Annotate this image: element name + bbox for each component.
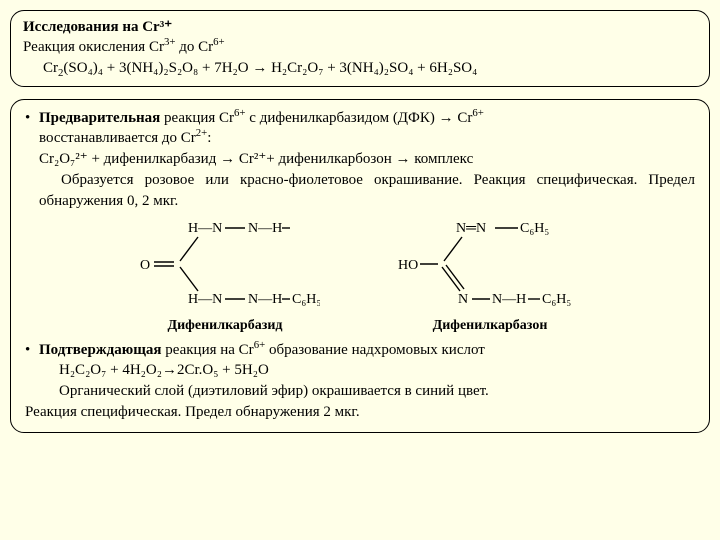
b1-l2a: восстанавливается до Cr <box>39 130 196 146</box>
b1-r1: реакция Cr <box>160 110 234 126</box>
oxidation-text-1: Реакция окисления Cr <box>23 39 164 55</box>
svg-text:N: N <box>458 292 468 307</box>
svg-text:N═N: N═N <box>456 221 486 236</box>
panel1-equation: Cr2(SO₄)₄ + 3(NH₄)₂S₂O₈ + 7H₂O → H₂Cr₂O₇… <box>23 58 697 78</box>
panel1-title: Исследования на Cr³⁺ <box>23 17 697 37</box>
b2-line4: Реакция специфическая. Предел обнаружени… <box>25 402 695 423</box>
b2-bold: Подтверждающая <box>39 342 162 358</box>
b2-r1: реакция на Cr <box>162 342 254 358</box>
b2-line1: Подтверждающая реакция на Cr6+ образован… <box>39 340 695 361</box>
b1-eq: Cr₂O₇²⁺ + дифенилкарбазид → Cr²⁺+ дифени… <box>39 149 695 170</box>
bullet-confirming: • Подтверждающая реакция на Cr6+ образов… <box>25 340 695 402</box>
panel1-title-text: Исследования на Cr³⁺ <box>23 19 172 35</box>
fig1-label: Дифенилкарбазид <box>167 316 282 335</box>
sup-6plus-c: 6+ <box>472 107 484 119</box>
svg-text:H—N: H—N <box>188 292 222 307</box>
bullet-dot-2: • <box>25 340 39 402</box>
carbazide-svg: H—N N—H C₆H₅ O <box>130 217 320 312</box>
sup-3plus-a: 3+ <box>164 36 176 48</box>
svg-text:N—H: N—H <box>248 292 282 307</box>
b1-line2: восстанавливается до Cr2+: <box>39 128 695 149</box>
b1-bold: Предварительная <box>39 110 160 126</box>
b2-eq: H₂C₂O₇ + 4H₂O₂→2Cr.O₅ + 5H₂O <box>39 360 695 381</box>
svg-text:N—H: N—H <box>492 292 526 307</box>
bullet-dot-1: • <box>25 108 39 211</box>
svg-text:C₆H₅: C₆H₅ <box>520 221 549 236</box>
svg-text:N—H: N—H <box>248 221 282 236</box>
fig-carbazide: H—N N—H C₆H₅ O <box>130 217 320 335</box>
b1-line4: Образуется розовое или красно-фиолетовое… <box>39 170 695 211</box>
b2-r2: образование надхромовых кислот <box>265 342 485 358</box>
fig2-label: Дифенилкарбазон <box>433 316 548 335</box>
b1-r2: с дифенилкарбазидом (ДФК) → Cr <box>246 110 473 126</box>
chem-figures: H—N N—H C₆H₅ O <box>25 217 695 335</box>
svg-text:H—N: H—N <box>188 221 222 236</box>
b1-line1: Предварительная реакция Cr6+ с дифенилка… <box>39 108 695 129</box>
b1-eq-text: Cr₂O₇²⁺ + дифенилкарбазид → Cr²⁺+ дифени… <box>39 151 473 167</box>
svg-text:C₆H₅: C₆H₅ <box>542 292 571 307</box>
panel1-line1: Реакция окисления Cr3+ до Cr6+ <box>23 37 697 57</box>
bullet1-body: Предварительная реакция Cr6+ с дифенилка… <box>39 108 695 211</box>
panel-reactions: • Предварительная реакция Cr6+ с дифенил… <box>10 99 710 434</box>
panel-oxidation: Исследования на Cr³⁺ Реакция окисления C… <box>10 10 710 87</box>
eq-rest: (SO₄)₄ + 3(NH₄)₂S₂O₈ + 7H₂O → H₂Cr₂O₇ + … <box>63 60 477 76</box>
sup-6plus-d: 6+ <box>254 339 266 351</box>
b1-l2b: : <box>207 130 211 146</box>
fig-carbazone: N═N C₆H₅ HO N N—H <box>390 217 590 335</box>
sup-2plus-a: 2+ <box>196 127 208 139</box>
b1-line4-wrap: Образуется розовое или красно-фиолетовое… <box>39 170 695 211</box>
bullet2-body: Подтверждающая реакция на Cr6+ образован… <box>39 340 695 402</box>
svg-text:C₆H₅: C₆H₅ <box>292 221 320 236</box>
svg-text:HO: HO <box>398 258 418 273</box>
sup-6plus-a: 6+ <box>213 36 225 48</box>
svg-text:O: O <box>140 258 150 273</box>
bullet-preliminary: • Предварительная реакция Cr6+ с дифенил… <box>25 108 695 211</box>
eq-cr: Cr <box>43 60 58 76</box>
carbazone-svg: N═N C₆H₅ HO N N—H <box>390 217 590 312</box>
sup-6plus-b: 6+ <box>234 107 246 119</box>
oxidation-text-2: до Cr <box>175 39 213 55</box>
svg-text:C₆H₅: C₆H₅ <box>292 292 320 307</box>
b2-line3: Органический слой (диэтиловий эфир) окра… <box>39 381 695 402</box>
